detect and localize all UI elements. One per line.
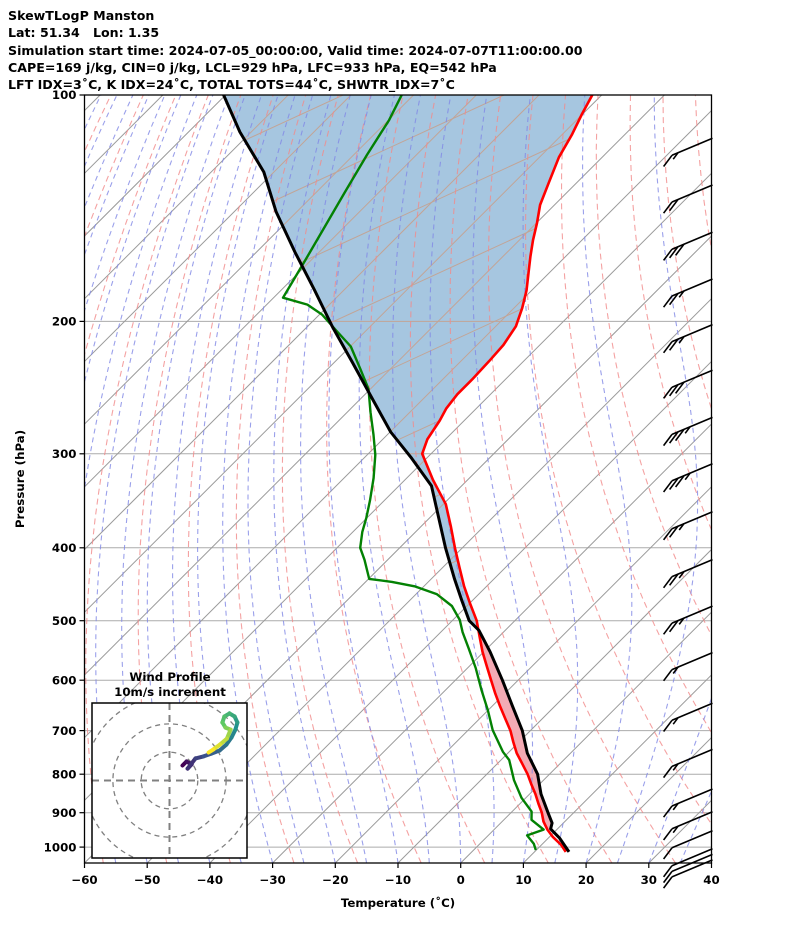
latlon-line: Lat: 51.34 Lon: 1.35 <box>8 25 160 41</box>
hodograph-title: Wind Profile <box>129 670 211 684</box>
svg-text:200: 200 <box>52 315 77 329</box>
hodograph-trace-segment <box>185 756 198 771</box>
svg-text:300: 300 <box>52 447 77 461</box>
hodograph-inset <box>91 702 248 859</box>
hodograph-subtitle: 10m/s increment <box>114 685 226 699</box>
axes: −60 −50 −40 −30 −20 −10 0 10 20 30 40 100 200 300 400 5… <box>13 88 720 910</box>
dewpoint-curve <box>281 95 545 851</box>
svg-text:−10: −10 <box>385 873 411 887</box>
chart-title: SkewTLogP Manston <box>8 8 155 23</box>
cape-indices-line: CAPE=169 j/kg, CIN=0 j/kg, LCL=929 hPa, … <box>8 59 497 75</box>
svg-text:20: 20 <box>578 873 594 887</box>
y-axis-label: Pressure (hPa) <box>13 430 27 528</box>
svg-text:−60: −60 <box>71 873 97 887</box>
x-axis-label: Temperature (˚C) <box>341 895 455 910</box>
svg-text:0: 0 <box>457 873 465 887</box>
svg-text:1000: 1000 <box>44 840 77 854</box>
svg-text:800: 800 <box>52 767 77 781</box>
svg-text:−30: −30 <box>259 873 285 887</box>
wind-barbs <box>662 137 713 889</box>
svg-text:900: 900 <box>52 806 77 820</box>
svg-text:500: 500 <box>52 614 77 628</box>
hodograph-ring <box>140 751 199 810</box>
svg-text:30: 30 <box>641 873 657 887</box>
svg-text:100: 100 <box>52 88 77 102</box>
svg-text:−50: −50 <box>134 873 160 887</box>
shaded-negative-area <box>223 95 593 626</box>
svg-text:40: 40 <box>703 873 719 887</box>
svg-text:−40: −40 <box>197 873 223 887</box>
hodograph-ring <box>112 723 227 838</box>
svg-text:700: 700 <box>52 724 77 738</box>
svg-text:400: 400 <box>52 541 77 555</box>
temperature-curve <box>420 95 594 853</box>
stability-indices-line: LFT IDX=3˚C, K IDX=24˚C, TOTAL TOTS=44˚C… <box>8 77 455 93</box>
svg-text:600: 600 <box>52 673 77 687</box>
svg-text:10: 10 <box>515 873 531 887</box>
parcel-curve <box>222 95 571 853</box>
hodograph-border <box>91 702 248 859</box>
svg-text:−20: −20 <box>322 873 348 887</box>
simulation-time-line: Simulation start time: 2024-07-05_00:00:… <box>8 42 583 58</box>
hodograph-trace-segment <box>206 747 216 755</box>
shaded-cape-area <box>474 625 552 829</box>
